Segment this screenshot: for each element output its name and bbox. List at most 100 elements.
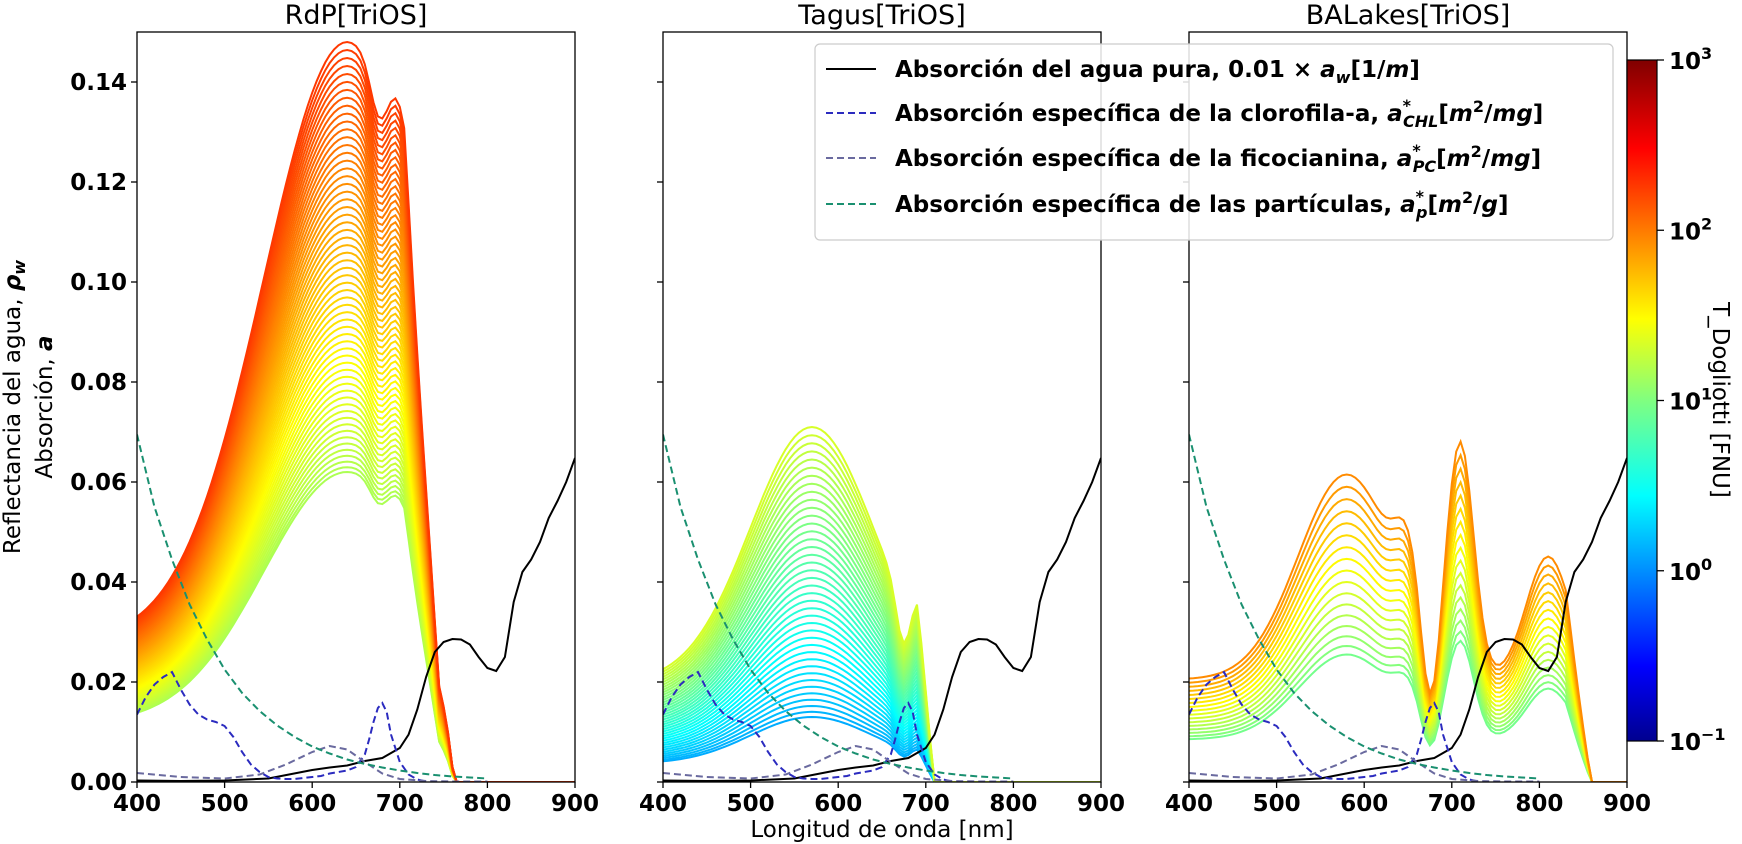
- reflectance-spectrum: [1189, 571, 1627, 782]
- y-axis-label-reflectance: Reflectancia del agua, ρw: [0, 260, 29, 554]
- legend-entry-pc: Absorción específica de la ficocianina, …: [895, 141, 1541, 176]
- reflectance-spectrum: [663, 685, 1101, 782]
- y-axis-label-absorption: Absorción, a: [32, 335, 58, 478]
- y-tick-label: 0.12: [70, 170, 127, 196]
- reflectance-spectrum: [137, 403, 575, 782]
- reflectance-spectrum: [137, 382, 575, 782]
- reflectance-spectrum: [137, 64, 575, 782]
- reflectance-spectrum: [137, 190, 575, 782]
- reference-curve-pure_water: [137, 457, 575, 782]
- reflectance-spectrum: [137, 175, 575, 782]
- reflectance-spectrum: [137, 448, 575, 782]
- reflectance-spectrum: [137, 325, 575, 782]
- reflectance-spectrum: [663, 490, 1101, 782]
- reflectance-spectrum: [137, 213, 575, 782]
- reflectance-spectrum: [137, 251, 575, 782]
- reflectance-spectrum: [1189, 452, 1627, 782]
- reflectance-spectrum: [1189, 438, 1627, 782]
- reflectance-spectrum: [137, 236, 575, 782]
- reflectance-spectrum: [137, 151, 575, 782]
- reflectance-spectrum: [137, 104, 575, 782]
- reflectance-spectrum: [137, 259, 575, 782]
- reflectance-spectrum: [137, 375, 575, 782]
- reflectance-spectrum: [137, 347, 575, 782]
- y-tick-label: 0.00: [70, 770, 127, 796]
- reflectance-spectrum: [663, 665, 1101, 782]
- axes-frame: [136, 31, 576, 783]
- reflectance-spectrum: [137, 396, 575, 782]
- reflectance-spectrum: [663, 710, 1101, 782]
- reflectance-spectrum: [663, 599, 1101, 782]
- x-tick-label: 500: [201, 791, 249, 817]
- reflectance-spectrum: [663, 514, 1101, 782]
- reflectance-spectrum: [663, 715, 1101, 782]
- reflectance-spectrum: [1189, 506, 1627, 782]
- reflectance-spectrum: [663, 607, 1101, 782]
- reflectance-spectrum: [137, 368, 575, 782]
- reflectance-spectrum: [663, 545, 1101, 782]
- reference-curve-chl: [1189, 670, 1479, 782]
- reflectance-spectrum: [137, 128, 575, 782]
- reference-curve-particles: [137, 434, 488, 780]
- panel-tagus-plot: [663, 425, 1101, 782]
- reflectance-spectrum: [663, 704, 1101, 782]
- reflectance-spectrum: [663, 651, 1101, 782]
- reflectance-spectrum: [663, 553, 1101, 782]
- x-tick-label: 700: [902, 791, 950, 817]
- reflectance-spectrum: [663, 442, 1101, 782]
- reflectance-spectrum: [137, 340, 575, 782]
- x-tick-label: 800: [1515, 791, 1563, 817]
- y-tick-label: 0.04: [70, 570, 127, 596]
- reflectance-spectrum: [1189, 558, 1627, 782]
- reflectance-spectrum: [663, 538, 1101, 782]
- reflectance-spectrum: [663, 658, 1101, 782]
- x-tick-label: 700: [376, 791, 424, 817]
- reflectance-spectrum: [663, 458, 1101, 782]
- reflectance-spectrum: [663, 450, 1101, 782]
- reflectance-spectrum: [663, 576, 1101, 782]
- reflectance-spectrum: [137, 454, 575, 782]
- reflectance-spectrum: [137, 416, 575, 782]
- reflectance-spectrum: [137, 354, 575, 782]
- reflectance-spectrum: [137, 296, 575, 782]
- colorbar-label: T_Dogliotti [FNU]: [1707, 301, 1733, 498]
- legend-entry-particles: Absorción específica de las partículas, …: [895, 187, 1508, 222]
- reflectance-spectrum: [137, 389, 575, 782]
- reflectance-spectrum: [1189, 618, 1627, 782]
- reflectance-spectrum: [663, 522, 1101, 782]
- x-tick-label: 400: [113, 791, 161, 817]
- reflectance-spectrum: [663, 592, 1101, 782]
- reflectance-spectrum: [663, 636, 1101, 782]
- reflectance-spectrum: [663, 614, 1101, 782]
- reflectance-spectrum: [137, 167, 575, 782]
- reflectance-spectrum: [137, 143, 575, 782]
- reflectance-spectrum: [663, 506, 1101, 782]
- legend-entry-chl: Absorción específica de la clorofila-a, …: [895, 96, 1543, 131]
- colorbar-tick-label: 100: [1669, 555, 1712, 586]
- reflectance-spectrum: [1189, 493, 1627, 782]
- colorbar-tick-label: 103: [1669, 44, 1712, 75]
- colorbar-tick-label: 101: [1669, 385, 1712, 416]
- panel-title-balakes: BALakes[TriOS]: [1306, 0, 1511, 31]
- y-tick-label: 0.08: [70, 370, 127, 396]
- reflectance-spectrum: [1189, 639, 1627, 782]
- reference-curve-particles: [663, 434, 1014, 780]
- reflectance-spectrum: [137, 288, 575, 782]
- x-tick-label: 600: [1340, 791, 1388, 817]
- panel-balakes-plot: [1189, 434, 1627, 782]
- reflectance-spectrum: [663, 425, 1101, 782]
- x-tick-label: 500: [727, 791, 775, 817]
- reflectance-spectrum: [137, 182, 575, 782]
- reflectance-spectrum: [137, 198, 575, 782]
- reflectance-spectrum: [137, 318, 575, 782]
- panel-title-rdp: RdP[TriOS]: [285, 0, 428, 31]
- reflectance-spectrum: [137, 80, 575, 782]
- reflectance-spectrum: [663, 621, 1101, 782]
- x-axis-label: Longitud de onda [nm]: [750, 817, 1013, 843]
- reflectance-spectrum: [1189, 629, 1627, 782]
- reflectance-spectrum: [137, 442, 575, 782]
- reflectance-spectrum: [137, 274, 575, 782]
- colorbar-tick-label: 102: [1669, 214, 1712, 245]
- reflectance-spectrum: [663, 498, 1101, 782]
- reflectance-spectrum: [663, 629, 1101, 782]
